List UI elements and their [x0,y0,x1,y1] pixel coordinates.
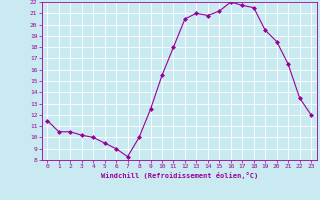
X-axis label: Windchill (Refroidissement éolien,°C): Windchill (Refroidissement éolien,°C) [100,172,258,179]
